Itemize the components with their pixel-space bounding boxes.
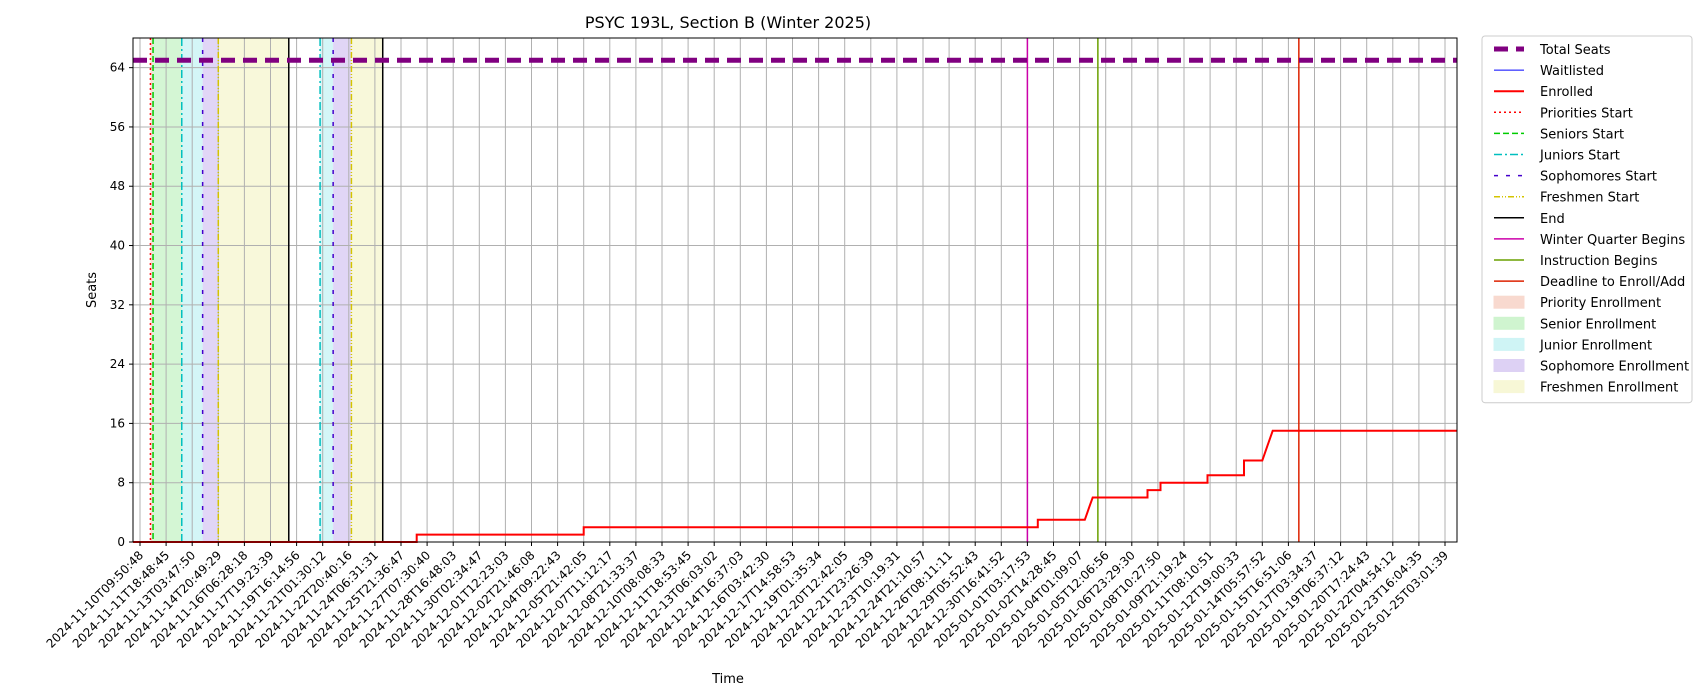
y-tick-label: 8 [117,476,125,490]
legend-label-juniors-start: Juniors Start [1539,149,1620,164]
x-axis-label: Time [711,672,744,687]
legend-swatch-junior-enrollment [1493,337,1525,351]
span-junior-enrollment [320,38,334,542]
y-tick-label: 56 [110,120,125,134]
legend-label-waitlisted: Waitlisted [1540,64,1604,79]
legend-label-winter-quarter-begins: Winter Quarter Begins [1540,233,1685,248]
plot-frame [132,37,1458,543]
legend-label-junior-enrollment: Junior Enrollment [1539,338,1652,353]
y-tick-label: 64 [110,61,125,75]
legend-swatch-senior-enrollment [1493,316,1525,330]
legend-label-deadline-to-enroll-add: Deadline to Enroll/Add [1540,275,1685,290]
legend-label-instruction-begins: Instruction Begins [1540,254,1658,269]
legend-label-freshmen-start: Freshmen Start [1540,191,1639,206]
legend-label-enrolled: Enrolled [1540,85,1593,100]
legend-label-seniors-start: Seniors Start [1540,127,1624,142]
series-enrolled [133,429,1457,543]
span-senior-enrollment [153,38,182,542]
legend-box [1481,35,1693,404]
y-tick-label: 16 [110,416,125,430]
legend: Total Seats Waitlisted Enrolled Priorities … [1481,35,1693,404]
span-freshmen-enrollment [351,38,383,542]
legend-swatch-sophomore-enrollment [1493,359,1525,372]
plot-area: 08162432404856642024-11-10T09:50:482024-… [44,37,1458,651]
y-tick-label: 32 [110,298,125,312]
y-tick-label: 0 [117,535,125,549]
span-freshmen-enrollment [218,38,289,542]
chart-title: PSYC 193L, Section B (Winter 2025) [585,13,871,32]
legend-label-priority-enrollment: Priority Enrollment [1540,296,1661,311]
legend-swatch-freshmen-enrollment [1493,380,1525,394]
legend-label-sophomores-start: Sophomores Start [1540,170,1657,185]
legend-label-senior-enrollment: Senior Enrollment [1540,317,1656,332]
legend-swatch-priority-enrollment [1493,295,1525,309]
legend-label-end: End [1540,212,1565,227]
span-sophomore-enrollment [202,38,219,542]
legend-label-sophomore-enrollment: Sophomore Enrollment [1540,360,1689,375]
legend-label-priorities-start: Priorities Start [1540,106,1633,121]
y-axis-label: Seats [85,272,100,308]
y-tick-label: 40 [110,239,125,253]
span-sophomore-enrollment [333,38,352,542]
y-tick-label: 24 [110,357,125,371]
legend-label-total-seats: Total Seats [1539,43,1611,58]
y-tick-label: 48 [110,179,125,193]
span-priority-enrollment [150,38,154,542]
legend-label-freshmen-enrollment: Freshmen Enrollment [1540,381,1678,396]
